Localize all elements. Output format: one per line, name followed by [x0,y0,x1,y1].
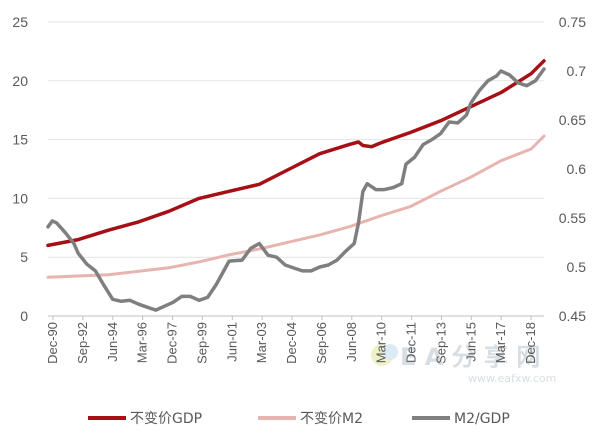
x-axis-tick-label: Sep-06 [314,322,329,364]
x-axis-tick-label: Dec-18 [523,322,538,364]
x-axis-tick-label: Mar-96 [135,322,150,363]
right-axis-tick-label: 0.55 [559,210,586,226]
x-axis-tick-label: Dec-97 [165,322,180,364]
x-axis-tick-label: Jun-08 [344,322,359,362]
right-axis-tick-label: 0.6 [567,161,587,177]
x-axis-tick-label: Dec-90 [45,322,60,364]
x-axis-tick-label: Jun-94 [105,322,120,362]
left-axis-tick-label: 20 [12,73,28,89]
series-line-2 [46,67,546,312]
right-axis-tick-label: 0.5 [567,259,587,275]
x-axis-tick-label: Mar-17 [493,322,508,363]
right-axis-tick-label: 0.7 [567,63,587,79]
x-axis-tick-label: Mar-10 [374,322,389,363]
series-lines [46,59,546,312]
x-axis-tick-label: Sep-13 [433,322,448,364]
x-axis-tick-label: Mar-03 [254,322,269,363]
left-axis-tick-label: 15 [12,132,28,148]
series-line-0 [46,59,546,248]
right-axis-tick-label: 0.65 [559,112,586,128]
x-axis-tick-label: Dec-04 [284,322,299,364]
legend-label-2: M2/GDP [454,411,510,427]
left-axis-tick-label: 0 [20,308,28,324]
watermark-text: E A 分 享 网 [400,343,540,371]
legend: 不变价GDP 不变价M2 M2/GDP [88,411,510,427]
gridlines [48,21,544,317]
left-axis-tick-label: 10 [12,190,28,206]
legend-label-0: 不变价GDP [130,411,202,427]
x-axis-tick-label: Jun-01 [224,322,239,362]
right-axis-tick-label: 0.75 [559,14,586,30]
series-line-1 [46,134,546,279]
right-axis-ticks: 0.45 0.5 0.55 0.6 0.65 0.7 0.75 [559,14,586,324]
right-axis-tick-label: 0.45 [559,308,586,324]
watermark-url: www.eafxw.com [468,372,556,385]
left-axis-ticks: 0 5 10 15 20 25 [12,14,28,324]
x-axis-tick-label: Jun-15 [463,322,478,362]
watermark-logo-icon-inner [382,344,398,360]
x-axis-ticks: Dec-90 Sep-92 Jun-94 Mar-96 Dec-97 Sep-99 Jun-… [45,316,538,364]
x-axis-tick-label: Sep-99 [194,322,209,364]
left-axis-tick-label: 5 [20,249,28,265]
watermark: E A 分 享 网 www.eafxw.com [371,343,556,385]
x-axis-tick-label: Dec-11 [404,322,419,363]
left-axis-tick-label: 25 [12,14,28,30]
legend-label-1: 不变价M2 [300,411,363,427]
x-axis-tick-label: Sep-92 [75,322,90,364]
